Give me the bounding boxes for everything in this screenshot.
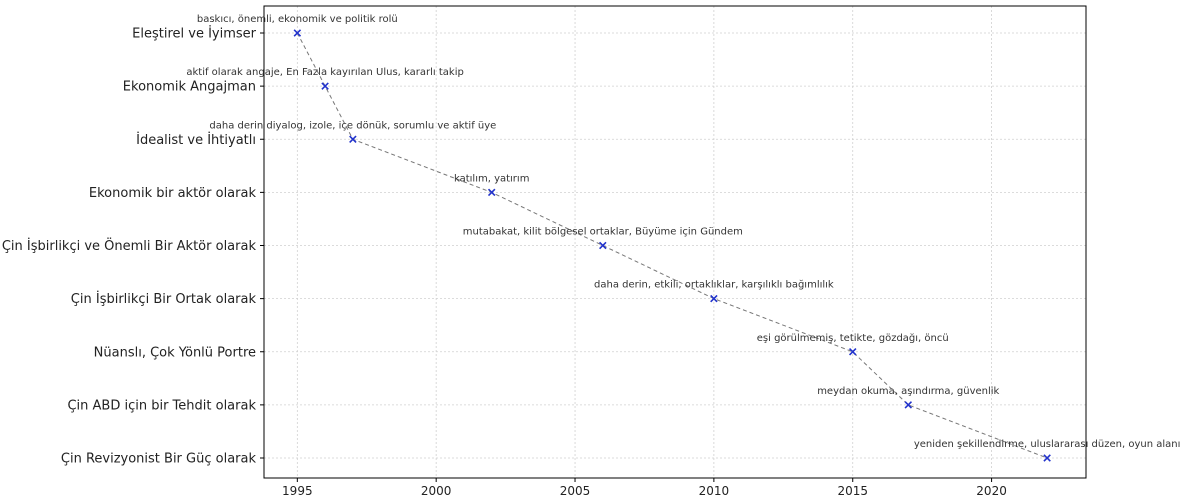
- point-annotation: mutabakat, kilit bölgesel ortaklar, Büyü…: [463, 227, 743, 238]
- point-annotation: eşi görülmemiş, tetikte, gözdağı, öncü: [757, 332, 949, 344]
- data-point: [349, 135, 357, 144]
- plot-frame: [263, 5, 1087, 479]
- x-tick-label: 2000: [421, 484, 452, 498]
- data-point: [321, 82, 329, 90]
- y-tick-label: Çin Revizyonist Bir Güç olarak: [61, 452, 257, 467]
- x-axis: 1995 2000 2005 2010 2015 2020: [282, 478, 1007, 498]
- series-line: [296, 32, 1048, 459]
- y-tick-label: Nüanslı, Çok Yönlü Portre: [94, 345, 256, 360]
- point-annotation: baskıcı, önemli, ekonomik ve politik rol…: [197, 14, 398, 25]
- y-tick-label: Ekonomik Angajman: [123, 80, 256, 95]
- y-tick-label: Ekonomik bir aktör olarak: [89, 186, 257, 201]
- x-tick-label: 2010: [699, 484, 730, 498]
- y-axis: Eleştirel ve İyimser Ekonomik Angajman İde…: [2, 26, 264, 467]
- data-point: [710, 294, 718, 303]
- y-tick-label: Çin ABD için bir Tehdit olarak: [67, 398, 256, 413]
- x-tick-label: 2020: [976, 484, 1007, 498]
- point-annotation: daha derin diyalog, izole, içe dönük, so…: [209, 120, 496, 131]
- x-tick-label: 2015: [837, 484, 868, 498]
- grid: [264, 6, 1086, 478]
- y-tick-label: İdealist ve İhtiyatlı: [136, 132, 256, 148]
- data-point: [293, 29, 302, 37]
- point-annotation: katılım, yatırım: [454, 173, 529, 184]
- x-tick-label: 1995: [282, 484, 313, 498]
- data-point: [1043, 454, 1051, 462]
- data-points: [293, 29, 1051, 462]
- data-point: [599, 241, 607, 250]
- x-tick-label: 2005: [560, 484, 591, 498]
- y-tick-label: Çin İşbirlikçi Bir Ortak olarak: [71, 291, 257, 307]
- point-annotation: yeniden şekillendirme, uluslararası düze…: [914, 439, 1181, 450]
- point-annotation: meydan okuma, aşındırma, güvenlik: [817, 386, 999, 397]
- data-point: [848, 347, 857, 356]
- point-annotation: daha derin, etkili, ortaklıklar, karşılı…: [594, 279, 834, 291]
- annotations: baskıcı, önemli, ekonomik ve politik rol…: [186, 14, 1180, 450]
- y-tick-label: Çin İşbirlikçi ve Önemli Bir Aktör olara…: [2, 237, 257, 254]
- y-tick-label: Eleştirel ve İyimser: [132, 26, 257, 42]
- data-point: [487, 188, 496, 197]
- data-point: [904, 401, 913, 409]
- point-annotation: aktif olarak angaje, En Fazla kayırılan …: [186, 67, 463, 78]
